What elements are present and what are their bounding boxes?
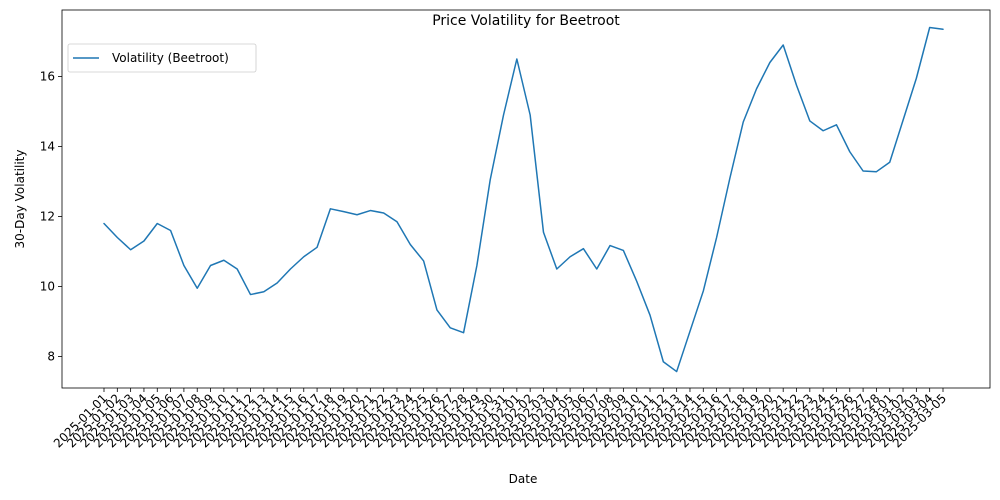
chart-title: Price Volatility for Beetroot — [432, 13, 620, 29]
y-tick-label: 10 — [40, 280, 55, 294]
plot-frame — [61, 9, 991, 389]
legend: Volatility (Beetroot) — [67, 43, 257, 73]
plot-area — [62, 10, 990, 388]
y-tick-label: 12 — [40, 210, 55, 224]
series-line — [103, 26, 944, 373]
legend-box — [67, 43, 257, 73]
y-tick-label: 14 — [40, 140, 55, 154]
y-tick-label: 16 — [40, 70, 55, 84]
y-axis-label: 30-Day Volatility — [13, 150, 27, 249]
legend-label: Volatility (Beetroot) — [112, 51, 229, 65]
y-tick-label: 8 — [47, 350, 55, 364]
series-layer — [103, 26, 944, 373]
x-axis-label: Date — [509, 472, 538, 486]
axis-ticks: 8101214162025-01-012025-01-022025-01-032… — [40, 70, 949, 451]
